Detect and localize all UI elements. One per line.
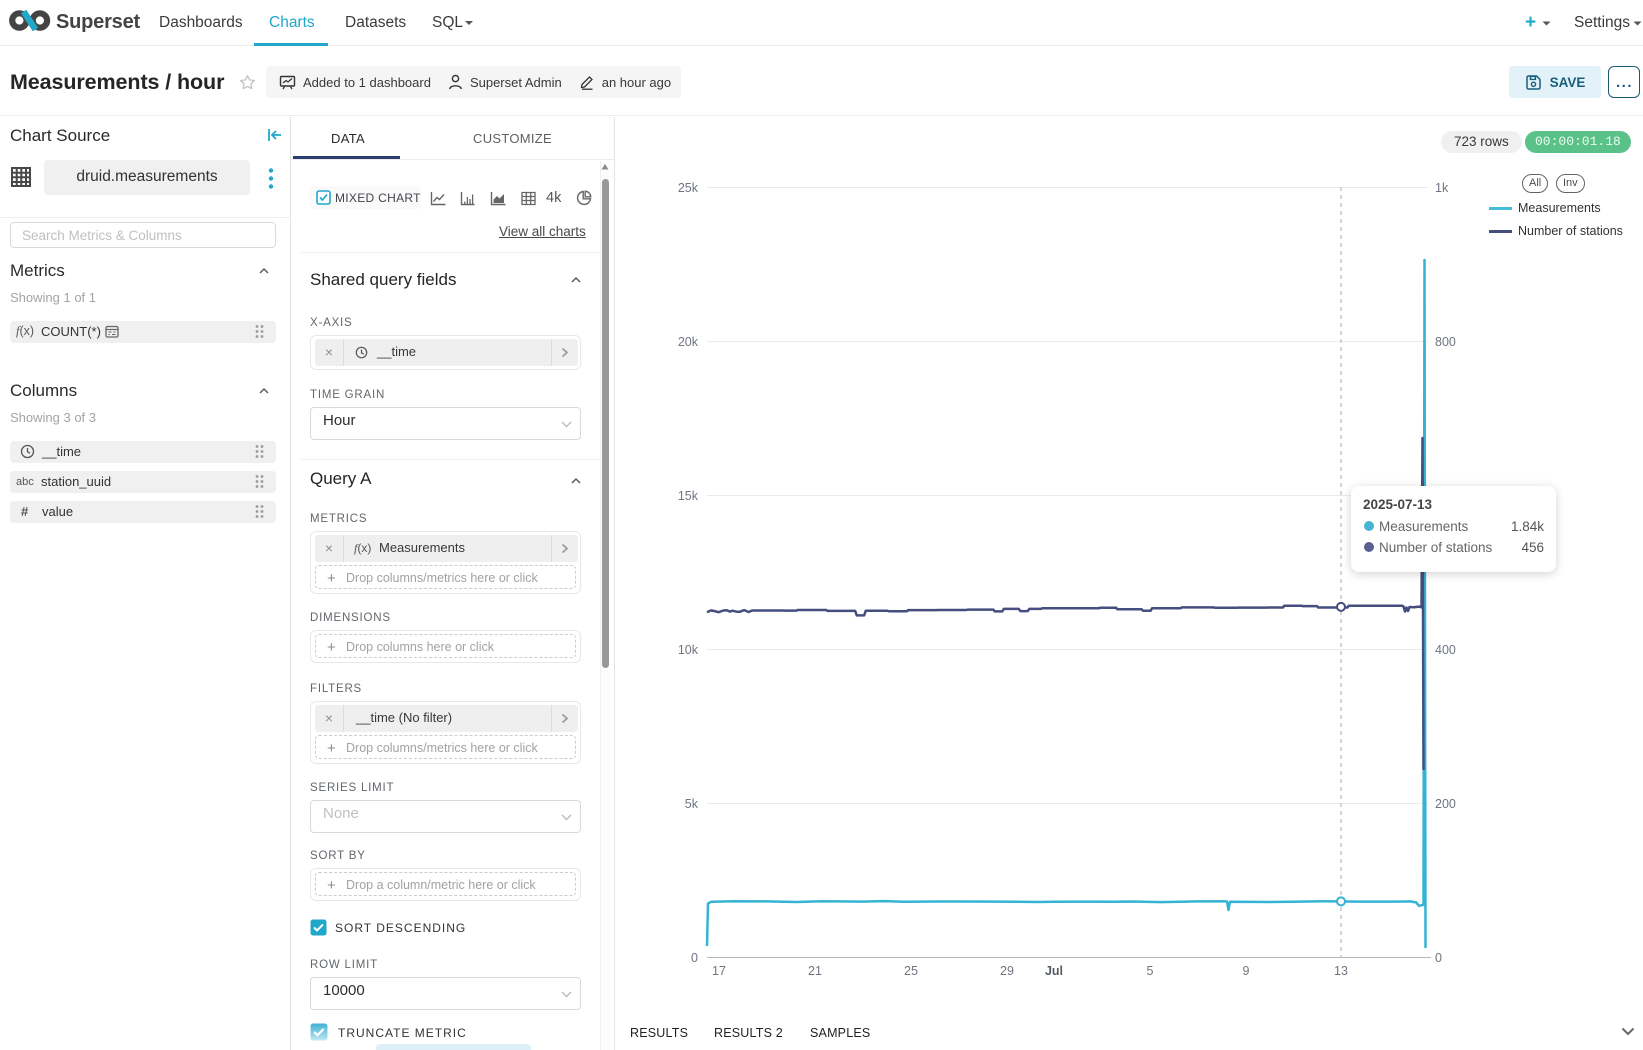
svg-text:0: 0 (1435, 951, 1442, 965)
svg-text:10k: 10k (678, 643, 699, 657)
svg-text:20k: 20k (678, 335, 699, 349)
svg-text:15k: 15k (678, 489, 699, 503)
svg-text:13: 13 (1334, 964, 1348, 978)
svg-text:5: 5 (1147, 964, 1154, 978)
svg-text:17: 17 (712, 964, 726, 978)
svg-text:29: 29 (1000, 964, 1014, 978)
svg-text:21: 21 (808, 964, 822, 978)
svg-text:25: 25 (904, 964, 918, 978)
svg-text:25k: 25k (678, 181, 699, 195)
svg-text:9: 9 (1243, 964, 1250, 978)
svg-text:400: 400 (1435, 643, 1456, 657)
svg-text:200: 200 (1435, 797, 1456, 811)
svg-text:Jul: Jul (1045, 964, 1063, 978)
svg-text:5k: 5k (685, 797, 699, 811)
svg-text:1k: 1k (1435, 181, 1449, 195)
svg-text:800: 800 (1435, 335, 1456, 349)
svg-text:0: 0 (691, 951, 698, 965)
